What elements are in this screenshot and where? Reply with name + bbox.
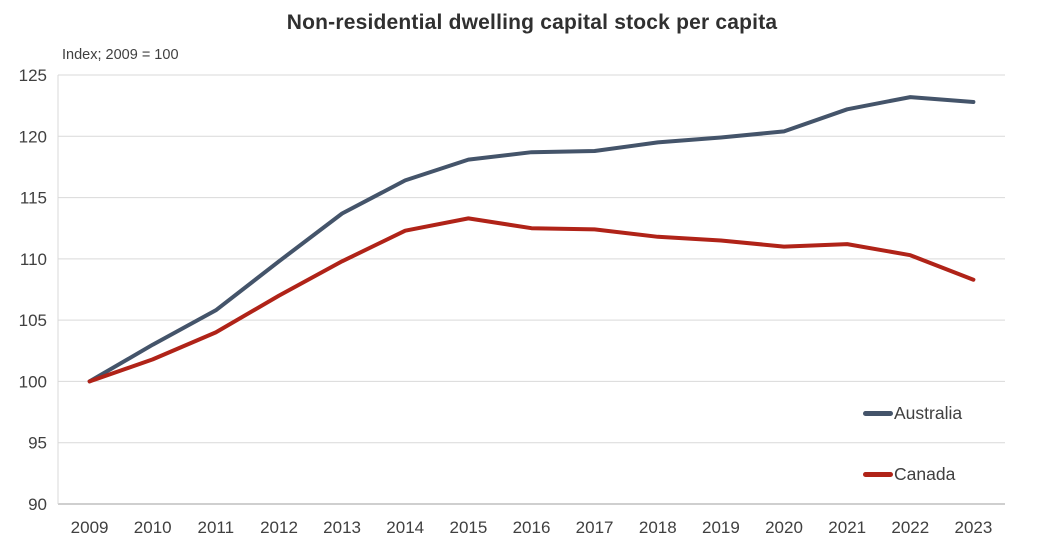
y-tick-label: 100 [19,372,47,391]
y-tick-label: 125 [19,66,47,85]
x-tick-label: 2019 [702,518,740,537]
x-tick-label: 2022 [891,518,929,537]
x-tick-label: 2018 [639,518,677,537]
y-tick-label: 95 [28,434,47,453]
y-tick-label: 120 [19,127,47,146]
legend-label-australia: Australia [894,403,963,423]
canada-line-swatch-icon [863,472,893,477]
x-tick-label: 2014 [386,518,424,537]
series-line-australia [87,95,976,384]
x-tick-label: 2017 [576,518,614,537]
x-tick-label: 2010 [134,518,172,537]
legend-item-canada: Canada [863,464,955,485]
x-tick-label: 2011 [198,518,235,537]
x-tick-label: 2015 [449,518,487,537]
x-tick-label: 2020 [765,518,803,537]
x-tick-label: 2012 [260,518,298,537]
legend-item-australia: Australia [863,403,962,424]
x-tick-label: 2021 [828,518,866,537]
australia-line-swatch-icon [863,411,893,416]
chart-subtitle: Index; 2009 = 100 [62,47,179,63]
x-tick-label: 2009 [71,518,109,537]
y-tick-label: 115 [20,189,47,208]
y-tick-label: 90 [28,495,47,514]
series-line-canada [87,216,976,384]
legend-label-canada: Canada [894,464,956,484]
x-tick-label: 2013 [323,518,361,537]
x-tick-label: 2016 [513,518,551,537]
y-tick-label: 110 [20,250,47,269]
chart-title: Non-residential dwelling capital stock p… [286,11,778,34]
x-tick-label: 2023 [954,518,992,537]
y-tick-label: 105 [19,311,47,330]
